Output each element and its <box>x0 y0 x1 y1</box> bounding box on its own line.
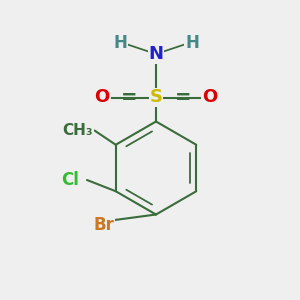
Text: Br: Br <box>93 216 114 234</box>
Text: N: N <box>148 45 164 63</box>
Text: O: O <box>202 88 217 106</box>
Text: CH₃: CH₃ <box>63 123 93 138</box>
Text: =: = <box>121 88 137 107</box>
Text: =: = <box>175 88 191 107</box>
Text: Cl: Cl <box>61 171 80 189</box>
Text: H: H <box>113 34 127 52</box>
Text: H: H <box>185 34 199 52</box>
Text: O: O <box>94 88 110 106</box>
Text: S: S <box>149 88 163 106</box>
